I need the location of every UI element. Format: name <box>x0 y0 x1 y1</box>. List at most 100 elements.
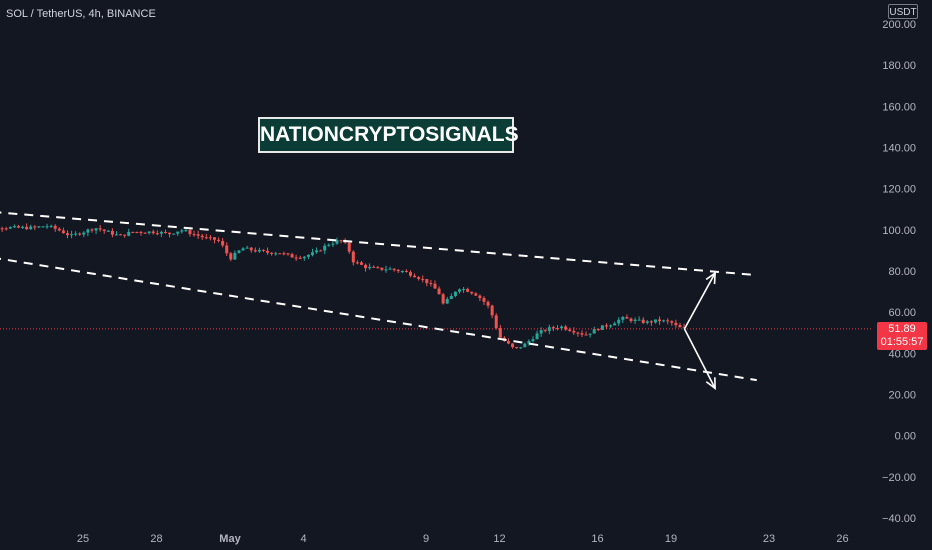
candle-body <box>192 234 196 236</box>
candle-body <box>400 271 404 273</box>
candle-body <box>658 319 662 322</box>
candle-body <box>645 321 649 323</box>
candle-body <box>588 333 592 335</box>
x-tick-label: 12 <box>493 533 505 545</box>
candle-body <box>249 247 253 251</box>
candle-body <box>253 250 257 252</box>
candle-body <box>576 332 580 334</box>
candle-body <box>486 301 490 306</box>
candle-body <box>392 268 396 270</box>
candle-body <box>613 323 617 326</box>
candle-body <box>617 319 621 324</box>
candle-body <box>351 251 355 263</box>
candle-body <box>662 320 666 322</box>
current-price-value: 51.89 <box>888 323 916 335</box>
candle-body <box>580 333 584 335</box>
candle-body <box>61 230 65 234</box>
candle-body <box>641 319 645 323</box>
candle-body <box>678 325 682 328</box>
candle-body <box>298 257 302 259</box>
candle-body <box>535 333 539 340</box>
candle-body <box>172 233 176 235</box>
candle-body <box>290 254 294 258</box>
candle-body <box>208 237 212 239</box>
candle-body <box>519 347 523 349</box>
candle-body <box>119 234 123 236</box>
candle-body <box>511 343 515 348</box>
candle-body <box>421 278 425 280</box>
candle-body <box>225 245 229 254</box>
x-tick-label: 28 <box>150 533 162 545</box>
candle-body <box>425 279 429 284</box>
candle-body <box>633 319 637 322</box>
candle-body <box>139 231 143 233</box>
candle-body <box>327 244 331 246</box>
candle-body <box>572 330 576 333</box>
x-tick-label: 19 <box>665 533 677 545</box>
candle-body <box>339 240 343 242</box>
currency-button[interactable]: USDT <box>888 4 918 19</box>
candle-body <box>82 232 86 235</box>
candle-body <box>37 226 41 228</box>
candle-body <box>168 232 172 235</box>
candle-body <box>143 232 147 234</box>
candle-body <box>527 340 531 344</box>
candle-body <box>376 267 380 269</box>
candle-body <box>404 271 408 273</box>
candle-body <box>180 230 184 232</box>
candle-body <box>417 277 421 279</box>
x-tick-label: 23 <box>763 533 775 545</box>
candle-body <box>551 327 555 329</box>
y-tick-label: 160.00 <box>882 101 916 113</box>
candle-body <box>302 256 306 259</box>
candle-body <box>163 231 167 233</box>
symbol-legend[interactable]: SOL / TetherUS, 4h, BINANCE <box>6 8 156 20</box>
candle-body <box>568 329 572 331</box>
x-tick-label: 9 <box>423 533 429 545</box>
candle-body <box>384 269 388 271</box>
y-tick-label: 200.00 <box>882 19 916 31</box>
candle-body <box>494 315 498 329</box>
candle-body <box>359 262 363 265</box>
candle-series <box>0 223 686 350</box>
candle-body <box>282 253 286 255</box>
candle-body <box>57 228 61 231</box>
candle-body <box>29 226 33 230</box>
candle-body <box>441 294 445 304</box>
candle-body <box>364 264 368 269</box>
candle-body <box>543 330 547 332</box>
channel-upper-line <box>0 211 757 277</box>
y-tick-label: 100.00 <box>882 225 916 237</box>
projection-arrow-head <box>705 271 716 285</box>
candle-body <box>200 235 204 238</box>
candle-body <box>437 288 441 295</box>
candle-body <box>523 343 527 348</box>
candle-body <box>335 240 339 244</box>
y-tick-label: 140.00 <box>882 143 916 155</box>
x-tick-label: 26 <box>836 533 848 545</box>
candle-body <box>261 249 265 251</box>
candle-body <box>110 230 114 235</box>
candle-body <box>531 339 535 341</box>
candle-body <box>217 239 221 241</box>
candle-body <box>212 237 216 240</box>
candle-body <box>462 288 466 290</box>
candle-body <box>457 289 461 292</box>
candle-body <box>555 328 559 330</box>
candle-body <box>604 325 608 327</box>
y-tick-label: −20.00 <box>882 472 916 484</box>
candle-body <box>498 328 502 338</box>
candle-body <box>70 234 74 236</box>
watermark-label: NATIONCRYPTOSIGNALS <box>258 117 519 153</box>
candle-body <box>102 229 106 231</box>
candle-body <box>474 293 478 296</box>
candle-body <box>286 253 290 255</box>
candle-body <box>629 318 633 322</box>
candle-body <box>396 269 400 272</box>
candle-body <box>45 226 49 228</box>
candle-body <box>609 325 613 327</box>
drawings <box>0 211 872 390</box>
candle-body <box>625 316 629 319</box>
candle-body <box>674 322 678 326</box>
